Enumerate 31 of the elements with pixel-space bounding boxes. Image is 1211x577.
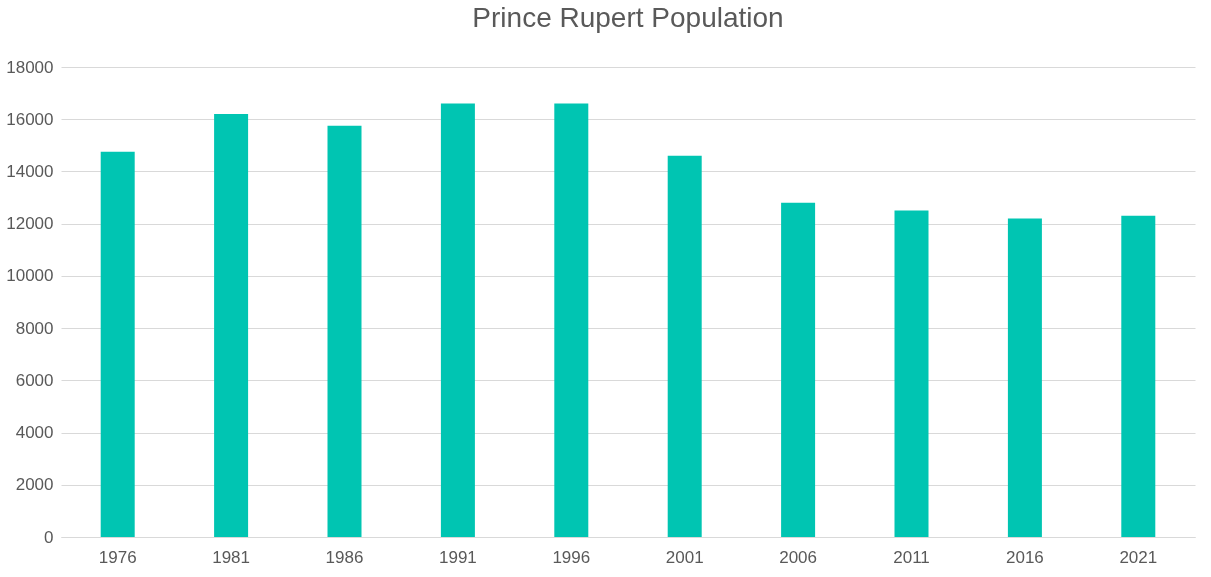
x-tick-label: 2001	[665, 547, 704, 567]
x-tick-label: 1981	[212, 547, 251, 567]
bar	[214, 114, 249, 537]
x-tick-label: 1976	[98, 547, 137, 567]
y-tick-label: 12000	[6, 214, 54, 234]
y-tick-label: 6000	[15, 370, 54, 390]
x-tick-label: 2021	[1119, 547, 1158, 567]
y-tick-label: 18000	[6, 57, 54, 77]
y-tick-label: 10000	[6, 266, 54, 286]
x-tick-label: 2016	[1005, 547, 1044, 567]
bar	[440, 103, 475, 537]
y-tick-label: 2000	[15, 475, 54, 495]
y-tick-label: 4000	[15, 423, 54, 443]
bar	[100, 151, 135, 537]
y-tick-label: 8000	[15, 318, 54, 338]
bar	[894, 210, 929, 537]
bar	[1007, 218, 1042, 537]
x-tick-label: 1986	[325, 547, 364, 567]
chart-title: Prince Rupert Population	[472, 2, 784, 33]
bar	[781, 202, 816, 537]
x-tick-label: 1991	[438, 547, 477, 567]
bar	[327, 125, 362, 537]
y-tick-label: 14000	[6, 161, 54, 181]
y-tick-label: 0	[44, 527, 54, 547]
bar	[554, 103, 589, 537]
bar	[1121, 215, 1156, 537]
y-tick-label: 16000	[6, 109, 54, 129]
x-tick-label: 2011	[893, 547, 930, 567]
bar	[667, 155, 702, 537]
x-tick-label: 1996	[552, 547, 591, 567]
x-tick-label: 2006	[779, 547, 818, 567]
